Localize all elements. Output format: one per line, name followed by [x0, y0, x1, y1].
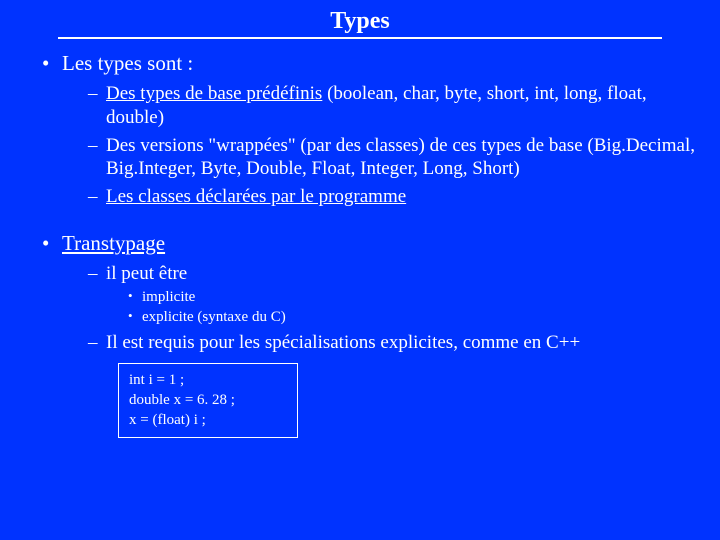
title-container: Types — [58, 8, 662, 39]
code-line: x = (float) i ; — [129, 410, 287, 430]
bullet-text: il peut être — [106, 263, 187, 284]
section-heading: Les types sont : — [62, 51, 193, 75]
bullet-text-underlined: Des types de base prédéfinis — [106, 83, 322, 104]
content-list: Les types sont : Des types de base prédé… — [18, 51, 702, 209]
content-list-2: Transtypage il peut être implicite expli… — [18, 231, 702, 438]
section-heading-underlined: Transtypage — [62, 231, 165, 255]
bullet-wrapped-types: Des versions "wrappées" (par des classes… — [88, 134, 702, 182]
transtypage-sublist: il peut être implicite explicite (syntax… — [62, 262, 702, 355]
bullet-can-be: il peut être implicite explicite (syntax… — [88, 262, 702, 327]
bullet-base-types: Des types de base prédéfinis (boolean, c… — [88, 82, 702, 130]
code-line: int i = 1 ; — [129, 370, 287, 390]
title-rule — [58, 37, 662, 39]
section-types: Les types sont : Des types de base prédé… — [42, 51, 702, 209]
section-transtypage: Transtypage il peut être implicite expli… — [42, 231, 702, 438]
types-sublist: Des types de base prédéfinis (boolean, c… — [62, 82, 702, 209]
spacer — [18, 213, 702, 231]
transtypage-subsublist: implicite explicite (syntaxe du C) — [106, 288, 702, 328]
code-box: int i = 1 ; double x = 6. 28 ; x = (floa… — [118, 363, 298, 438]
code-line: double x = 6. 28 ; — [129, 390, 287, 410]
bullet-required: Il est requis pour les spécialisations e… — [88, 331, 702, 355]
bullet-declared-classes: Les classes déclarées par le programme — [88, 185, 702, 209]
slide-title: Types — [330, 8, 390, 35]
sub-implicit: implicite — [128, 288, 702, 307]
sub-explicit: explicite (syntaxe du C) — [128, 308, 702, 327]
slide: Types Les types sont : Des types de base… — [0, 0, 720, 450]
bullet-text-underlined: Les classes déclarées par le programme — [106, 186, 406, 207]
